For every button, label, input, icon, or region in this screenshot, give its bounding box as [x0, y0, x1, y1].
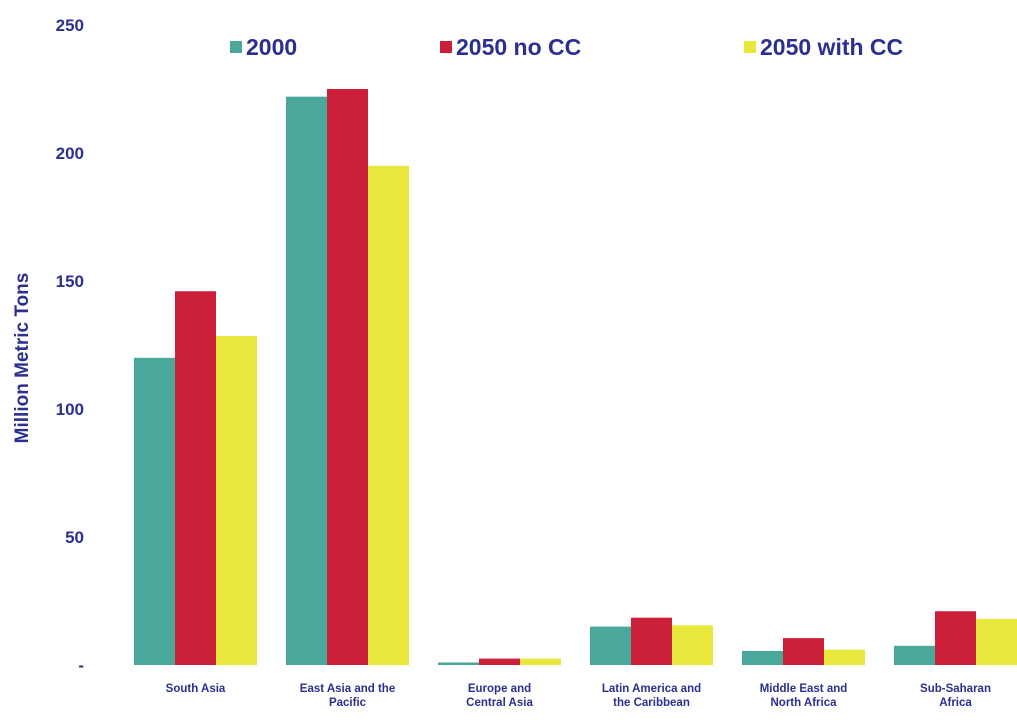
legend-swatch	[440, 41, 452, 53]
legend-label: 2050 no CC	[456, 34, 581, 60]
y-tick-label: -	[78, 656, 84, 675]
x-axis-ticks: South Asia East Asia and the Pacific Europe…	[166, 683, 991, 709]
bar-2050-no-cc-3	[631, 617, 672, 665]
bar-2050-with-cc-5	[976, 618, 1017, 665]
x-tick-label: East Asia and the Pacific	[300, 683, 395, 709]
bar-2050-with-cc-1	[368, 165, 409, 666]
y-tick-label: 100	[56, 400, 84, 419]
y-tick-label: 200	[56, 144, 84, 163]
bar-2000-1	[286, 96, 327, 666]
x-tick-label: South Asia	[166, 683, 226, 695]
bar-2050-no-cc-4	[783, 638, 824, 665]
legend-label: 2050 with CC	[760, 34, 903, 60]
bar-2050-no-cc-2	[479, 658, 520, 665]
bar-2050-with-cc-3	[672, 625, 713, 665]
bar-2000-2	[438, 662, 479, 665]
bar-2000-3	[590, 626, 631, 665]
legend-label: 2000	[246, 34, 297, 60]
bar-2050-with-cc-4	[824, 649, 865, 665]
x-tick-label: Middle East and North Africa	[760, 683, 848, 709]
legend-swatch	[744, 41, 756, 53]
bar-2050-no-cc-1	[327, 89, 368, 665]
x-tick-label: Sub-Saharan Africa	[920, 683, 991, 709]
y-tick-label: 250	[56, 16, 84, 35]
bar-2050-no-cc-0	[175, 291, 216, 665]
y-axis-ticks: - 50 100 150 200 250	[56, 16, 84, 675]
x-tick-label: Latin America and the Caribbean	[602, 683, 701, 709]
y-tick-label: 150	[56, 272, 84, 291]
bars	[134, 89, 1017, 666]
y-tick-label: 50	[65, 528, 84, 547]
bar-2050-with-cc-2	[520, 658, 561, 665]
legend-swatch	[230, 41, 242, 53]
x-tick-label: Europe and Central Asia	[466, 683, 533, 709]
legend: 2000 2050 no CC 2050 with CC	[230, 34, 903, 60]
bar-2000-0	[134, 357, 175, 665]
bar-2050-no-cc-5	[935, 611, 976, 665]
y-axis-label: Million Metric Tons	[12, 273, 33, 444]
bar-2000-4	[742, 650, 783, 665]
bar-2050-with-cc-0	[216, 336, 257, 665]
bar-2000-5	[894, 645, 935, 665]
